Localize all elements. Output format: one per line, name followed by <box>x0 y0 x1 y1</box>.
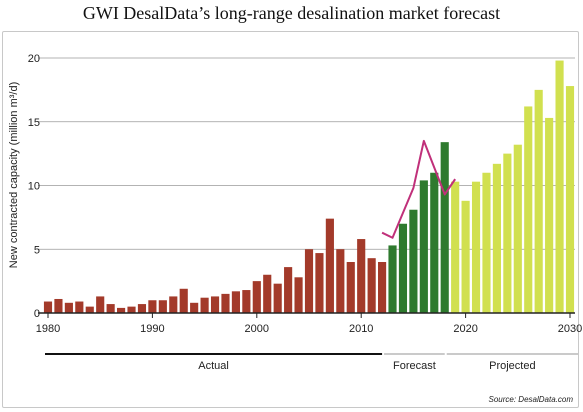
x-tick-label: 1990 <box>140 323 164 335</box>
bar-forecast-2018 <box>440 142 449 313</box>
y-tick-label: 10 <box>28 181 40 193</box>
bar-actual-2012 <box>378 262 387 313</box>
bar-forecast-2017 <box>430 172 439 313</box>
y-axis-label: New contracted capacity (million m³/d) <box>8 82 20 268</box>
bar-projected-2021 <box>471 181 481 313</box>
bar-actual-1992 <box>169 296 178 313</box>
bar-actual-1991 <box>158 300 167 313</box>
bar-forecast-2014 <box>398 223 408 313</box>
y-tick-label: 0 <box>34 308 40 320</box>
bar-projected-2024 <box>503 153 512 313</box>
bar-projected-2019 <box>451 181 460 313</box>
x-tick-label: 2020 <box>453 323 477 335</box>
bar-actual-1995 <box>200 297 209 313</box>
source-note: Source: DesalData.com <box>488 395 573 404</box>
bar-forecast-2013 <box>388 245 397 313</box>
bar-projected-2025 <box>513 144 522 313</box>
bar-actual-1993 <box>179 288 188 313</box>
x-tick-label: 2000 <box>245 323 269 335</box>
bar-actual-2003 <box>284 267 293 313</box>
bar-actual-1988 <box>127 306 136 313</box>
bar-actual-1985 <box>96 296 105 313</box>
bar-actual-2005 <box>304 249 314 313</box>
bar-actual-2001 <box>263 274 272 313</box>
x-tick-label: 2030 <box>558 323 582 335</box>
bar-actual-1987 <box>117 307 126 313</box>
bar-actual-1983 <box>75 301 84 313</box>
bar-projected-2030 <box>565 86 575 313</box>
period-label-projected: Projected <box>489 360 535 372</box>
bar-actual-1984 <box>85 306 94 313</box>
bars <box>43 60 575 313</box>
bar-actual-2011 <box>367 258 376 313</box>
bar-forecast-2015 <box>409 209 418 313</box>
bar-actual-1980 <box>43 301 53 313</box>
bar-projected-2027 <box>534 89 543 313</box>
y-tick-label: 5 <box>34 244 40 256</box>
forecast-line <box>381 139 456 239</box>
bar-actual-1981 <box>54 298 63 313</box>
bar-projected-2020 <box>461 200 470 313</box>
bar-actual-1998 <box>231 291 240 313</box>
x-tick-label: 1980 <box>36 323 60 335</box>
y-tick-label: 15 <box>28 117 40 129</box>
bar-actual-2009 <box>346 262 355 313</box>
bar-projected-2026 <box>524 106 533 313</box>
bar-forecast-2016 <box>419 180 428 313</box>
bar-actual-2007 <box>325 218 334 313</box>
bar-actual-2000 <box>252 281 261 313</box>
bar-actual-1994 <box>190 302 199 313</box>
bar-actual-1997 <box>221 293 230 313</box>
bar-actual-2008 <box>336 249 345 313</box>
forecast-line-path <box>381 139 456 239</box>
bar-actual-1996 <box>210 296 220 313</box>
period-label-actual: Actual <box>198 360 229 372</box>
y-tick-label: 20 <box>28 53 40 65</box>
bar-projected-2022 <box>482 172 491 313</box>
period-label-forecast: Forecast <box>393 360 436 372</box>
x-tick-label: 2010 <box>349 323 373 335</box>
bar-actual-1982 <box>64 302 73 313</box>
axes: 0 5 10 15 20 1980 1990 2000 2010 2020 2030 <box>28 53 582 335</box>
bar-actual-1989 <box>137 304 147 313</box>
bar-actual-2002 <box>273 283 282 313</box>
period-labels: Actual Forecast Projected <box>45 353 578 372</box>
bar-actual-2010 <box>357 239 366 313</box>
bar-actual-2004 <box>294 277 303 313</box>
chart-title: GWI DesalData’s long-range desalination … <box>82 3 501 23</box>
bar-projected-2023 <box>492 163 501 313</box>
bar-actual-1999 <box>242 290 251 313</box>
bar-actual-1986 <box>106 304 115 313</box>
bar-projected-2028 <box>545 117 554 313</box>
bar-projected-2029 <box>555 60 564 313</box>
bar-actual-2006 <box>315 253 324 313</box>
bar-actual-1990 <box>148 300 157 313</box>
